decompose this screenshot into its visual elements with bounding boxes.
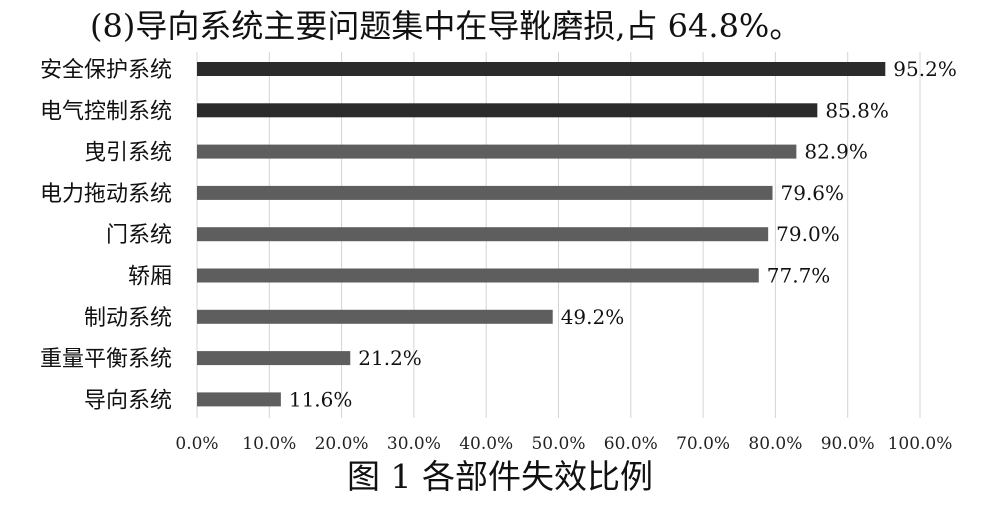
x-tick-label: 20.0%	[315, 434, 369, 454]
bar	[197, 103, 818, 118]
category-label: 制动系统	[84, 306, 172, 331]
bar	[197, 351, 351, 366]
bar	[197, 309, 553, 324]
bar	[197, 268, 759, 283]
value-label: 79.0%	[776, 222, 840, 246]
value-label: 95.2%	[893, 57, 957, 81]
value-label: 77.7%	[767, 264, 831, 288]
value-label: 82.9%	[804, 140, 868, 164]
x-tick-label: 30.0%	[387, 434, 441, 454]
value-label: 85.8%	[825, 98, 889, 122]
category-label: 安全保护系统	[40, 58, 172, 83]
x-tick-label: 60.0%	[604, 434, 658, 454]
category-label: 导向系统	[84, 388, 172, 413]
category-label: 轿厢	[128, 265, 172, 290]
bar	[197, 144, 797, 159]
category-label: 门系统	[106, 223, 172, 248]
x-tick-label: 80.0%	[748, 434, 802, 454]
x-tick-label: 70.0%	[676, 434, 730, 454]
x-tick-labels: 0.0% 10.0% 20.0% 30.0% 40.0% 50.0% 60.0% 70.0% 8…	[175, 434, 952, 454]
figure-caption: 图 1 各部件失效比例	[347, 457, 653, 496]
x-tick-label: 10.0%	[242, 434, 296, 454]
value-labels: 95.2%85.8% 82.9% 79.6% 79.0% 77.7% 49.2% 21.2%…	[289, 57, 957, 411]
category-label: 电力拖动系统	[40, 182, 172, 207]
x-tick-label: 90.0%	[821, 434, 875, 454]
category-label: 重量平衡系统	[40, 347, 172, 372]
value-label: 21.2%	[358, 346, 422, 370]
x-tick-label: 40.0%	[459, 434, 513, 454]
value-label: 49.2%	[561, 305, 625, 329]
value-label: 79.6%	[781, 181, 845, 205]
bar	[197, 227, 769, 242]
category-labels: 安全保护系统电气控制系统曳引系统电力拖动系统门系统轿厢制动系统重量平衡系统导向系…	[40, 58, 172, 413]
x-tick-label: 0.0%	[175, 434, 218, 454]
bar	[197, 62, 886, 76]
bar	[197, 185, 773, 200]
header-text: (8)导向系统主要问题集中在导靴磨损,占 64.8%。	[90, 7, 802, 45]
x-tick-label: 100.0%	[888, 434, 953, 454]
x-tick-label: 50.0%	[531, 434, 585, 454]
category-label: 电气控制系统	[40, 99, 172, 124]
value-label: 11.6%	[289, 387, 353, 411]
bar	[197, 392, 281, 407]
category-label: 曳引系统	[84, 141, 172, 166]
bars	[197, 62, 886, 407]
